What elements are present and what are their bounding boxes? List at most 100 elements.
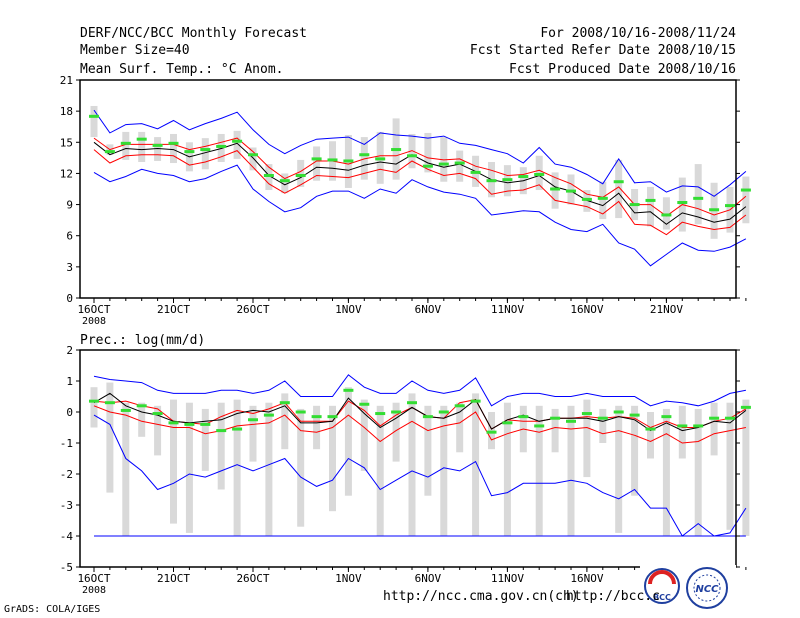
plot-frame — [79, 79, 737, 299]
chart-panel-1: 0 3 6 9 12 15 18 21 16OCT 21OCT 26OCT 1NOV 6NOV 11NOV… — [60, 74, 751, 327]
ensemble-mean-mark — [709, 208, 720, 212]
ensemble-mean-mark — [89, 114, 99, 118]
ensemble-mean-mark — [725, 416, 735, 420]
member-spread-box — [376, 405, 384, 536]
member-spread-box — [742, 399, 750, 536]
member-spread-box — [201, 138, 209, 170]
x-tick-label: 1NOV — [335, 572, 362, 585]
member-spread-box — [170, 133, 177, 164]
ensemble-mean-mark — [518, 175, 529, 179]
ensemble-mean-mark — [311, 157, 322, 161]
ensemble-mean-mark — [645, 198, 656, 202]
y-tick-label: 18 — [60, 105, 73, 118]
member-spread-box — [440, 405, 448, 536]
ensemble-mean-mark — [740, 188, 751, 192]
ensemble-mean-mark — [311, 415, 322, 419]
member-spread-box — [249, 405, 257, 462]
ensemble-mean-mark — [725, 204, 735, 208]
ensemble-mean-mark — [486, 430, 497, 434]
member-spread-box — [265, 402, 273, 536]
ensemble-mean-mark — [438, 410, 449, 414]
chart-panel-2: -5 -4 -3 -2 -1 0 1 2 16OCT 21OCT 26OCT 1NOV 6NOV 11NO… — [60, 333, 751, 596]
ensemble-mean-mark — [120, 141, 131, 145]
y-tick-label: 0 — [66, 406, 73, 419]
ensemble-mean-mark — [534, 424, 545, 428]
ensemble-mean-mark — [232, 139, 243, 143]
ensemble-mean-mark — [184, 150, 195, 154]
ensemble-mean-mark — [327, 158, 338, 162]
member-spread-box — [281, 173, 289, 194]
member-spread-box — [726, 402, 734, 530]
member-spread-box — [694, 408, 702, 536]
member-spread-box — [90, 387, 98, 428]
x-tick-label: 16NOV — [570, 303, 603, 316]
ensemble-mean-mark — [343, 159, 354, 163]
member-size-label: Member Size=40 — [80, 43, 190, 58]
x-tick-label: 21OCT — [157, 572, 190, 585]
series-line-min — [93, 164, 747, 267]
member-spread-box — [615, 159, 623, 219]
y-tick-label: 21 — [60, 74, 73, 87]
ensemble-mean-mark — [661, 213, 672, 217]
ensemble-mean-mark — [518, 415, 529, 419]
plot-frame — [79, 349, 737, 568]
member-spread-box — [424, 132, 432, 173]
member-spread-box — [456, 150, 464, 182]
ncc-url[interactable]: http://ncc.cma.gov.cn(ch) — [383, 589, 579, 604]
ensemble-mean-mark — [295, 174, 306, 178]
ensemble-mean-mark — [422, 164, 433, 168]
member-spread-box — [154, 137, 162, 161]
member-spread-box — [233, 399, 241, 536]
member-spread-box — [360, 399, 368, 471]
ensemble-mean-mark — [581, 197, 592, 201]
x-tick-label: 16OCT — [77, 572, 110, 585]
ensemble-mean-mark — [470, 399, 481, 403]
member-spread-box — [535, 405, 543, 536]
precip-title: Prec.: log(mm/d) — [80, 333, 205, 348]
ensemble-mean-mark — [581, 412, 592, 416]
x-tick-label: 11NOV — [491, 303, 524, 316]
member-spread-box — [742, 176, 750, 224]
ensemble-mean-mark — [566, 419, 576, 423]
member-spread-box — [297, 159, 305, 187]
y-tick-label: 9 — [66, 199, 73, 212]
ensemble-mean-mark — [534, 172, 545, 176]
series-line-max — [93, 109, 747, 197]
ensemble-mean-mark — [740, 405, 751, 409]
member-spread-box — [185, 402, 193, 533]
member-spread-box — [408, 393, 416, 536]
ensemble-mean-mark — [677, 424, 688, 428]
member-spread-box — [297, 408, 305, 527]
bcc-url[interactable]: http://bcc.c — [566, 589, 660, 604]
ensemble-mean-mark — [566, 189, 576, 193]
member-spread-box — [233, 130, 241, 159]
ensemble-mean-mark — [613, 410, 624, 414]
ensemble-mean-mark — [550, 187, 561, 191]
series-line-max — [93, 374, 746, 407]
member-spread-box — [599, 181, 607, 220]
ensemble-mean-mark — [645, 427, 656, 431]
x-tick-label: 1NOV — [335, 303, 362, 316]
x-tick-label: 26OCT — [236, 572, 269, 585]
ensemble-mean-mark — [136, 137, 147, 141]
x-tick-label: 26OCT — [236, 303, 269, 316]
ensemble-mean-mark — [709, 416, 720, 420]
series-line-min — [93, 414, 747, 537]
x-tick-label: 21NOV — [650, 303, 683, 316]
series-line-p25 — [93, 149, 747, 236]
ensemble-mean-mark — [597, 196, 608, 200]
chart-title: DERF/NCC/BCC Monthly Forecast — [80, 26, 307, 41]
ensemble-mean-mark — [279, 179, 290, 183]
grads-credit: GrADS: COLA/IGES — [4, 604, 101, 615]
member-spread-box — [647, 412, 654, 459]
ensemble-mean-mark — [168, 141, 179, 145]
ensemble-mean-mark — [375, 157, 386, 161]
ensemble-mean-mark — [216, 144, 227, 148]
member-spread-box — [567, 405, 575, 536]
ncc-logo-ring — [693, 574, 721, 602]
ensemble-mean-mark — [263, 174, 274, 178]
ensemble-mean-mark — [391, 148, 402, 152]
member-spread-box — [217, 402, 225, 490]
member-spread-box — [360, 137, 368, 180]
